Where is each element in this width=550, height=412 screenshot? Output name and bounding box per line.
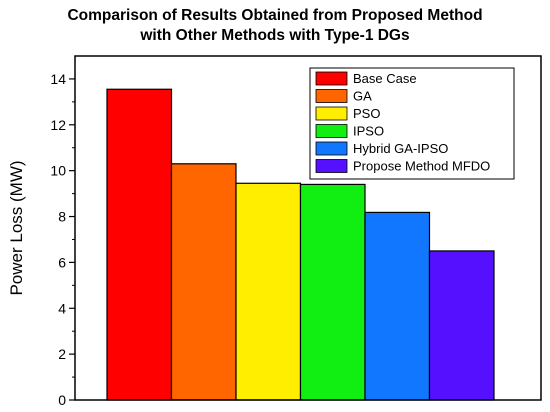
y-tick-label: 6: [58, 254, 66, 270]
y-tick-label: 14: [50, 71, 66, 87]
bar-2: [235, 182, 302, 401]
chart-title-line-1: Comparison of Results Obtained from Prop…: [67, 7, 483, 24]
legend-swatch-2: [315, 106, 348, 121]
plot-frame: [74, 55, 542, 401]
y-tick-label: 10: [50, 163, 66, 179]
legend-label-1: GA: [353, 89, 372, 104]
y-tick-label: 8: [58, 209, 66, 225]
legend-swatch-0: [315, 71, 348, 86]
legend: Base Case GA PSO IPSO Hybrid GA-IPSO Propose …: [309, 67, 515, 180]
legend-label-5: Propose Method MFDO: [353, 159, 490, 174]
y-axis-label: Power Loss (MW): [7, 160, 26, 295]
legend-label-3: IPSO: [353, 124, 384, 139]
chart-title: Comparison of Results Obtained from Prop…: [0, 6, 550, 46]
y-tick-label: 0: [58, 392, 66, 408]
bar-4: [364, 211, 431, 401]
y-tick-label: 4: [58, 300, 66, 316]
legend-swatch-3: [315, 124, 348, 138]
bar-1: [170, 163, 237, 401]
y-tick-label: 12: [50, 117, 66, 133]
chart-title-line-2: with Other Methods with Type-1 DGs: [140, 27, 410, 44]
bars-group: [106, 88, 495, 401]
legend-label-4: Hybrid GA-IPSO: [353, 141, 448, 156]
bar-3: [299, 183, 366, 401]
legend-swatch-1: [315, 89, 348, 103]
legend-label-0: Base Case: [353, 71, 417, 86]
y-tick-label: 2: [58, 346, 66, 362]
bar-5: [428, 250, 495, 401]
bar-0: [106, 88, 173, 401]
legend-swatch-4: [315, 141, 348, 156]
y-axis: 0 2 4 6 8 10 12 14: [50, 71, 75, 408]
legend-swatch-5: [315, 159, 348, 173]
legend-label-2: PSO: [353, 106, 380, 121]
